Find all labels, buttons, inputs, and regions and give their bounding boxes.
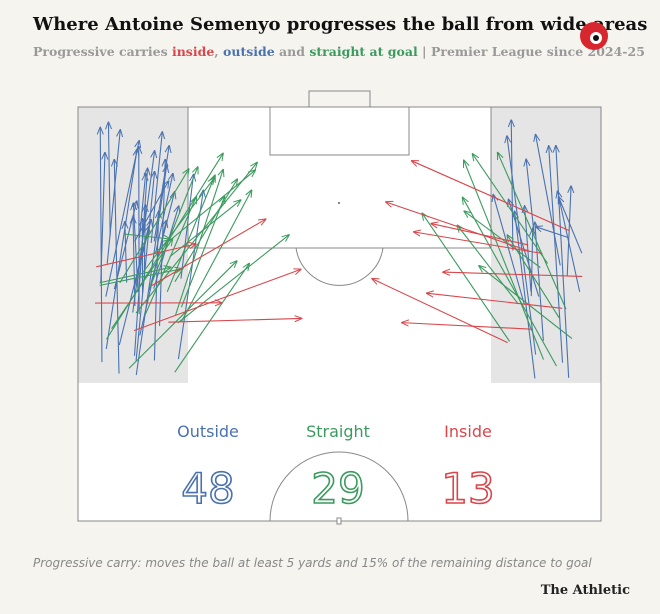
carry-arrow: [372, 279, 508, 344]
carry-arrow: [174, 179, 237, 282]
carry-arrow: [464, 160, 545, 360]
carry-arrow: [556, 146, 570, 378]
category-label: Outside: [177, 422, 239, 441]
note: Progressive carry: moves the ball at lea…: [33, 556, 592, 570]
carry-arrow: [151, 219, 266, 287]
carry-arrow: [463, 197, 557, 367]
source: The Athletic: [541, 583, 630, 598]
carry-arrow: [100, 128, 102, 363]
carry-arrow: [536, 227, 569, 239]
carry-arrow: [139, 221, 166, 336]
count-value: 29: [311, 464, 364, 513]
subtitle-part: and: [275, 44, 310, 59]
subtitle-part: | Premier League since 2024-25: [418, 44, 645, 59]
carry-arrow: [133, 217, 135, 306]
carry-arrow: [414, 232, 543, 255]
carry-arrow: [549, 146, 564, 363]
carry-arrow: [472, 154, 549, 264]
carry-arrow: [531, 229, 532, 297]
carry-arrow: [525, 206, 532, 292]
carry-arrow: [119, 169, 189, 284]
carry-arrow: [536, 135, 561, 266]
carry-arrow: [114, 160, 120, 374]
carry-arrow: [96, 244, 196, 268]
carry-arrow: [386, 202, 531, 253]
carry-arrow: [99, 267, 171, 284]
carry-arrow: [479, 266, 573, 340]
carry-arrow: [443, 272, 583, 278]
carry-arrow: [427, 293, 563, 309]
category-label: Straight: [306, 422, 370, 441]
carry-arrow: [134, 181, 169, 242]
carry-arrow: [526, 159, 535, 234]
carry-arrow: [177, 190, 203, 360]
subtitle-part: Progressive carries: [33, 44, 172, 59]
carry-arrow: [180, 197, 224, 308]
carry-arrow: [515, 211, 536, 379]
carry-arrow: [150, 132, 162, 244]
carry-arrow: [498, 153, 567, 310]
carry-arrow: [559, 197, 583, 254]
carry-arrow: [138, 174, 145, 238]
carry-arrow: [493, 195, 525, 305]
carry-arrow: [144, 197, 196, 316]
carry-arrow: [566, 186, 571, 276]
carry-arrow: [149, 167, 198, 288]
carry-arrow: [402, 323, 532, 330]
carry-arrow: [174, 264, 249, 373]
carry-arrow: [509, 199, 540, 297]
carry-arrow: [412, 161, 570, 231]
count-value: 48: [181, 464, 234, 513]
carry-arrow: [128, 261, 237, 369]
carry-arrow: [181, 190, 252, 322]
count-value: 13: [441, 464, 494, 513]
carry-arrow: [457, 225, 519, 305]
carry-arrow: [108, 122, 110, 236]
carry-arrow: [105, 149, 137, 350]
carry-arrow: [105, 141, 139, 297]
subtitle-part: inside: [172, 44, 214, 59]
carry-arrow: [135, 172, 154, 361]
carry-arrow: [111, 239, 173, 329]
carry-arrow: [118, 227, 148, 346]
carry-arrow: [105, 153, 223, 340]
subtitle-part: outside: [223, 44, 275, 59]
carry-arrow: [154, 174, 172, 254]
carry-arrow: [168, 318, 301, 323]
carry-arrow: [106, 130, 120, 264]
carries: [95, 120, 583, 379]
subtitle: Progressive carries inside, outside and …: [33, 44, 645, 59]
carry-arrow: [142, 178, 214, 273]
carry-arrow: [153, 211, 158, 361]
title: Where Antoine Semenyo progresses the bal…: [32, 14, 647, 35]
subtitle-part: ,: [214, 44, 223, 59]
carry-arrow: [422, 213, 511, 342]
carry-arrow: [133, 269, 301, 332]
subtitle-part: straight at goal: [309, 44, 418, 59]
badge: [580, 22, 608, 50]
category-label: Inside: [444, 422, 492, 441]
